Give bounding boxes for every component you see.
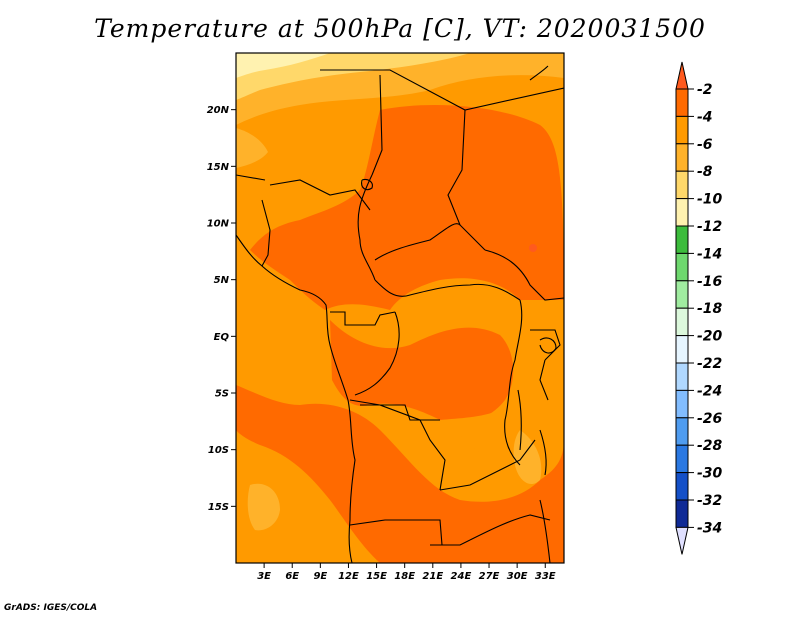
country-borders [236, 65, 564, 563]
map-frame [235, 52, 565, 564]
border-south-3 [539, 499, 551, 563]
lake-malawi [539, 429, 547, 476]
lon-tick-label: 27E [479, 571, 500, 582]
lat-tick-label: 20N [207, 105, 230, 116]
colorbar-label: -4 [697, 109, 713, 125]
border-southeast [469, 514, 551, 541]
temperature-field [236, 53, 564, 563]
lon-tick-label: 21E [422, 571, 443, 582]
border-great-lakes [504, 299, 523, 466]
colorbar-box [675, 115, 689, 145]
map-title: Temperature at 500hPa [C], VT: 202003150… [94, 14, 706, 43]
colorbar-box [675, 225, 689, 254]
colorbar-label: -26 [697, 411, 723, 427]
border-north-1 [371, 74, 383, 176]
border-sahara-north [320, 69, 564, 111]
border-car-south [374, 279, 521, 301]
colorbar-box [675, 170, 689, 200]
lat-tick-label: 10S [208, 445, 229, 456]
colorbar-label: -30 [697, 466, 723, 482]
lon-tick-label: 18E [394, 571, 415, 582]
lake-chad [361, 178, 373, 191]
colorbar-box [675, 143, 689, 172]
colorbar-label: -16 [697, 274, 723, 290]
lake-victoria [539, 337, 557, 354]
border-zambia [439, 439, 536, 491]
colorbar-box [675, 362, 689, 391]
border-sudan [484, 249, 564, 301]
temp-band-cool-southwest [247, 483, 280, 531]
border-angola-north [349, 399, 446, 491]
colorbar-label: -32 [697, 493, 722, 509]
lat-tick-label: EQ [214, 332, 230, 343]
coastline-west [236, 234, 356, 563]
lon-tick-label: 30E [507, 571, 528, 582]
latitude-axis: 20N 15N 10N 5N EQ 5S 10S 15S [207, 105, 236, 513]
colorbar-label: -22 [697, 356, 722, 372]
lat-tick-label: 10N [207, 219, 230, 230]
lon-tick-label: 3E [257, 571, 271, 582]
temp-band-warm-north-central [250, 105, 564, 310]
border-congo-gabon [330, 311, 396, 326]
colorbar-box [675, 335, 689, 364]
colorbar-bottom-arrow [675, 526, 689, 555]
colorbar-label: -10 [697, 192, 723, 208]
border-chad-lake [357, 174, 376, 281]
colorbar-label: -14 [697, 246, 722, 262]
temp-band-light-west [236, 128, 268, 168]
colorbar: -2 -4 -6 -8 -10 -12 -14 -16 -18 -20 -22 -24 -26 -28 -3… [675, 61, 723, 555]
coast-north-east [529, 65, 549, 81]
lake-tanganyika [517, 389, 522, 451]
temp-band-pale-north [236, 53, 330, 78]
border-south-2 [430, 539, 471, 546]
grads-credit: GrADS: IGES/COLA [4, 603, 98, 613]
border-west-1 [261, 199, 271, 267]
colorbar-label: -24 [697, 383, 722, 399]
border-car-north [374, 223, 461, 261]
border-west-2 [236, 174, 266, 181]
colorbar-label: -6 [697, 137, 713, 153]
colorbar-label: -34 [697, 520, 722, 536]
lat-tick-label: 5S [215, 389, 229, 400]
lon-tick-label: 24E [451, 571, 472, 582]
lat-tick-label: 5N [214, 275, 230, 286]
colorbar-box [675, 307, 689, 337]
lon-tick-label: 6E [285, 571, 299, 582]
lon-tick-label: 15E [366, 571, 387, 582]
lon-tick-label: 33E [535, 571, 556, 582]
colorbar-label: -28 [697, 438, 723, 454]
colorbar-box [675, 389, 689, 419]
temp-band-warm-south [236, 385, 564, 563]
border-angola-south [349, 519, 443, 546]
temp-band-warm-interior [330, 320, 514, 424]
border-north-2 [447, 109, 486, 251]
longitude-axis: 3E 6E 9E 12E 15E 18E 21E 24E 27E 30E 33E [257, 563, 556, 582]
colorbar-box [675, 280, 689, 309]
colorbar-box [675, 198, 689, 227]
border-drc-angola [360, 404, 440, 421]
colorbar-label: -12 [697, 219, 722, 235]
lon-tick-label: 9E [313, 571, 327, 582]
lon-tick-label: 12E [338, 571, 359, 582]
colorbar-label: -20 [697, 329, 723, 345]
temp-warm-spot [529, 244, 537, 252]
colorbar-label: -8 [697, 164, 713, 180]
border-nigeria [269, 179, 371, 211]
border-congo-river [354, 311, 400, 396]
colorbar-box [675, 499, 689, 528]
temp-band-very-light-north [236, 53, 470, 100]
colorbar-box [675, 88, 689, 117]
lat-tick-label: 15S [208, 502, 229, 513]
lat-tick-label: 15N [207, 162, 230, 173]
colorbar-box [675, 417, 689, 446]
border-east-2 [539, 359, 549, 401]
colorbar-box [675, 472, 689, 501]
colorbar-box [675, 444, 689, 474]
colorbar-label: -18 [697, 301, 723, 317]
colorbar-label: -2 [697, 82, 713, 98]
colorbar-top-arrow [675, 61, 689, 90]
colorbar-box [675, 252, 689, 282]
